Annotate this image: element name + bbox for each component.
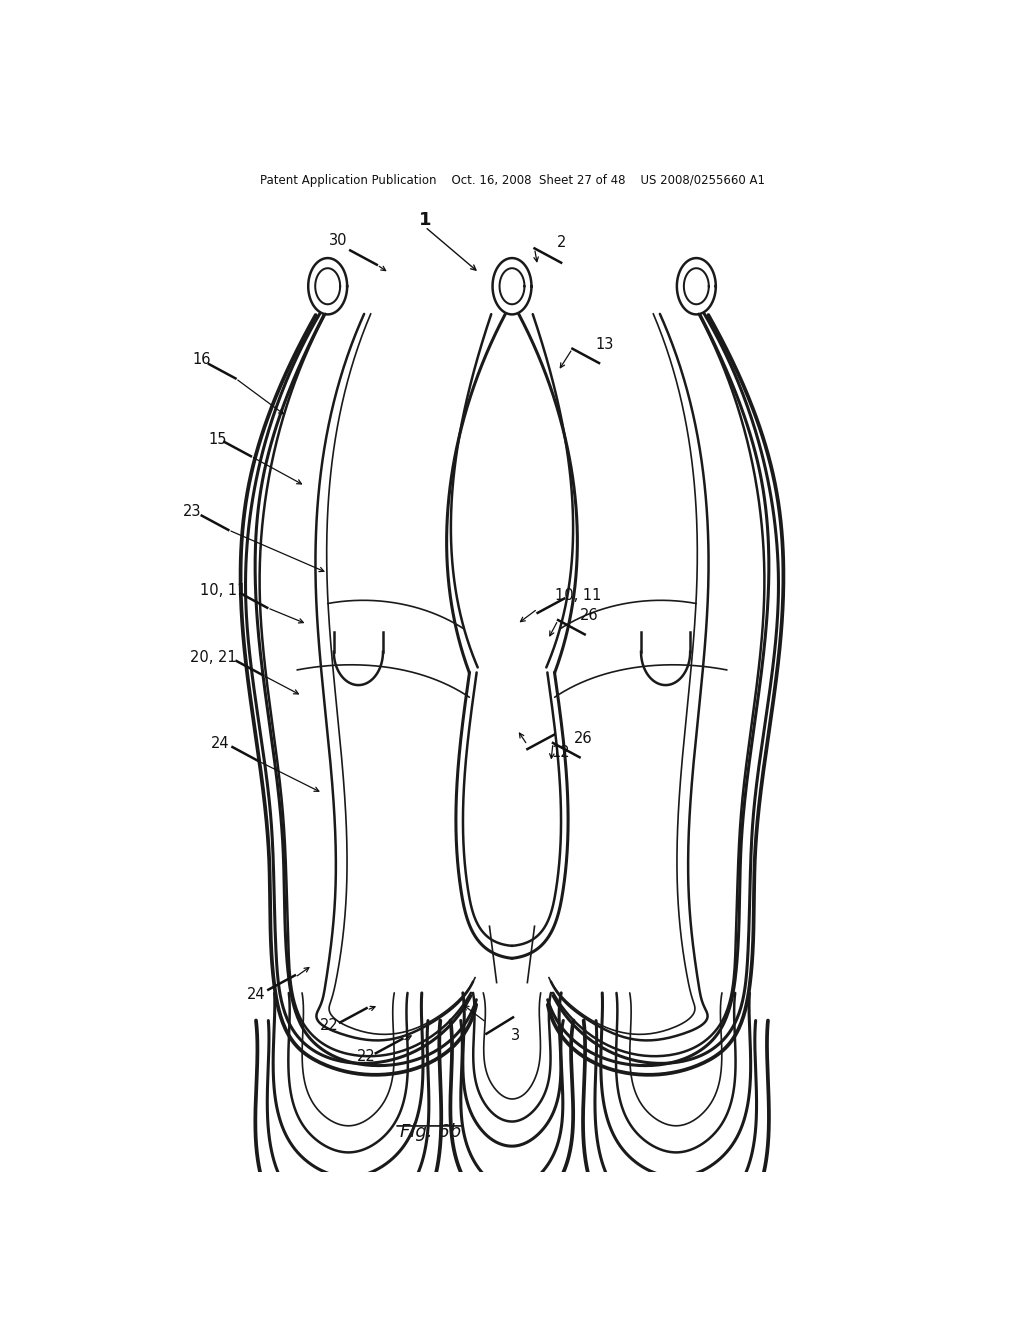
Text: 26: 26 bbox=[574, 731, 593, 746]
Text: 15: 15 bbox=[209, 433, 227, 447]
Text: 16: 16 bbox=[193, 352, 211, 367]
Text: 23: 23 bbox=[183, 504, 202, 519]
Text: Patent Application Publication    Oct. 16, 2008  Sheet 27 of 48    US 2008/02556: Patent Application Publication Oct. 16, … bbox=[259, 174, 765, 186]
Text: 22: 22 bbox=[357, 1049, 376, 1064]
Text: 10, 11: 10, 11 bbox=[555, 587, 602, 603]
Text: 26: 26 bbox=[580, 609, 598, 623]
Text: 2: 2 bbox=[556, 235, 566, 249]
Text: 3: 3 bbox=[511, 1028, 519, 1043]
Text: 13: 13 bbox=[595, 337, 613, 352]
Text: 12: 12 bbox=[552, 744, 570, 760]
Text: 10, 11: 10, 11 bbox=[200, 583, 247, 598]
Text: 24: 24 bbox=[211, 737, 229, 751]
Text: Fig. 6b: Fig. 6b bbox=[399, 1123, 461, 1140]
Text: 22: 22 bbox=[321, 1018, 339, 1034]
Text: 24: 24 bbox=[247, 987, 265, 1002]
Text: 20, 21: 20, 21 bbox=[189, 651, 237, 665]
Text: 1: 1 bbox=[419, 211, 431, 228]
Text: 30: 30 bbox=[329, 232, 347, 248]
